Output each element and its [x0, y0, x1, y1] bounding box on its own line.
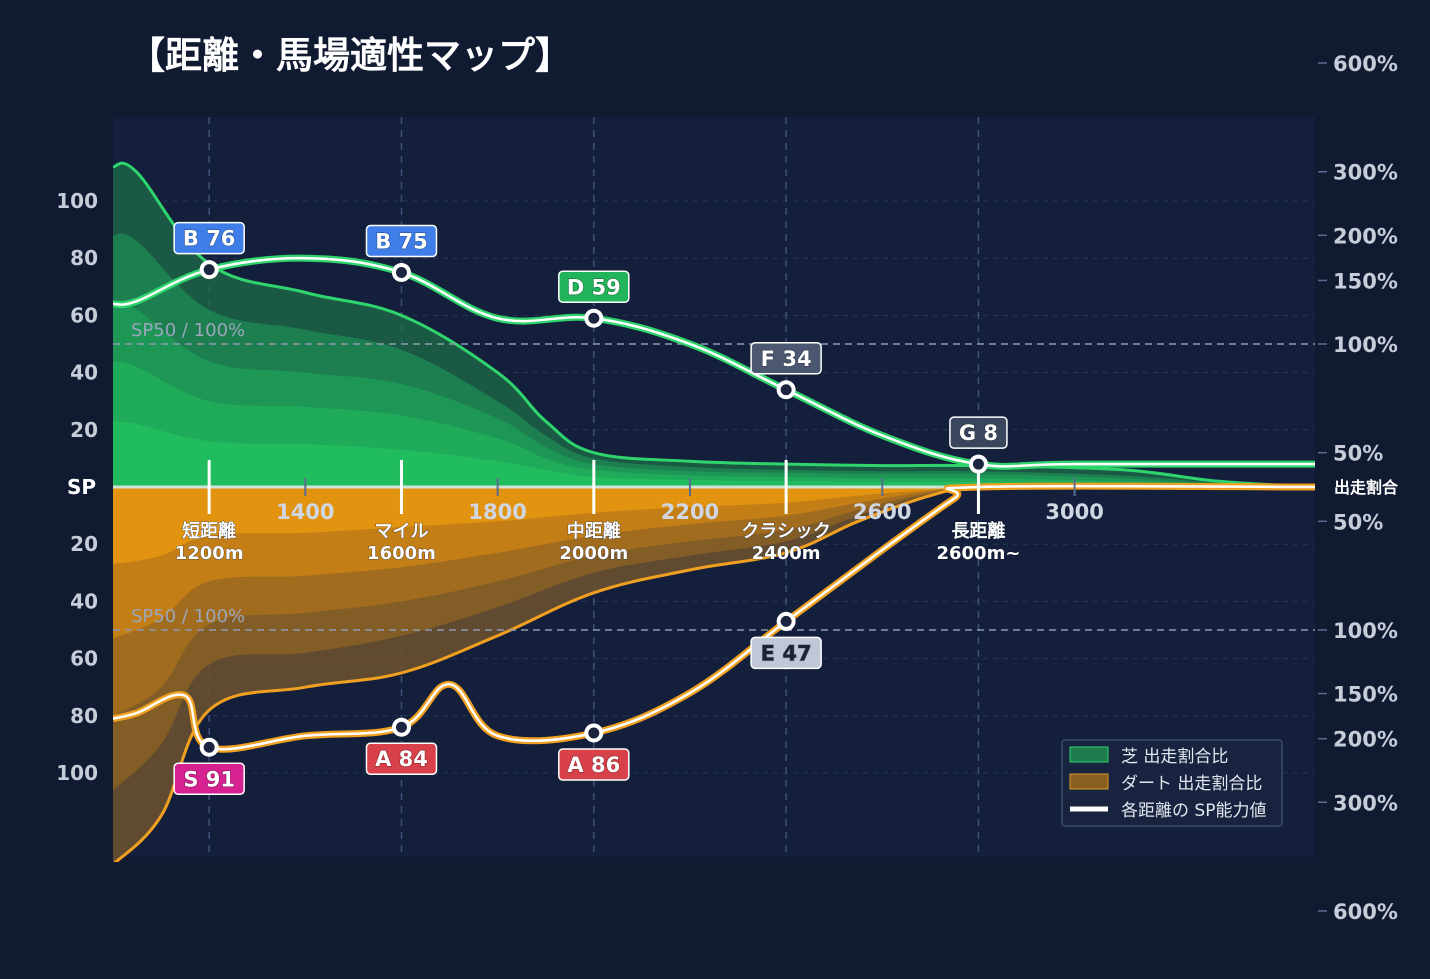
y-right-label: 300%: [1333, 161, 1398, 185]
sp-marker: [585, 724, 603, 742]
sp-marker: [777, 381, 795, 399]
category-sublabel: 1600m: [367, 543, 436, 564]
legend-label: 芝 出走割合比: [1121, 747, 1228, 767]
legend-label: 各距離の SP能力値: [1121, 801, 1266, 821]
reference-label: SP50 / 100%: [131, 606, 245, 627]
y-left-label: 40: [70, 361, 98, 385]
sp-marker: [585, 309, 603, 327]
grade-badge: [173, 762, 245, 796]
grade-badge-label: A 84: [375, 747, 428, 771]
y-right-label: 100%: [1333, 333, 1398, 357]
y-right-label: 150%: [1333, 269, 1398, 293]
y-right-center-label: 出走割合: [1334, 478, 1399, 497]
x-tick-label: 2200: [661, 500, 719, 524]
sp-marker: [392, 718, 410, 736]
y-right-label: 50%: [1333, 510, 1383, 534]
grade-badge-label: E 47: [761, 641, 812, 665]
category-sublabel: 2400m: [752, 543, 821, 564]
grade-badge-label: D 59: [567, 275, 621, 299]
y-left-center-label: SP: [67, 475, 96, 499]
grade-badge-label: B 75: [375, 230, 428, 254]
y-left-label: 100: [56, 189, 98, 213]
x-tick-label: 2600: [853, 500, 911, 524]
reference-label: SP50 / 100%: [131, 320, 245, 341]
grade-badge: [750, 342, 822, 375]
sp-marker: [777, 612, 795, 630]
grade-badge-label: B 76: [183, 227, 236, 251]
legend-swatch: [1069, 773, 1109, 790]
grade-badge: [558, 748, 630, 781]
y-left-label: 60: [70, 303, 98, 327]
category-label: 長距離: [951, 520, 1005, 542]
grade-badge: [558, 270, 630, 304]
legend-label: ダート 出走割合比: [1121, 774, 1262, 794]
y-left-label: 80: [70, 704, 98, 728]
grade-badge: [365, 742, 438, 775]
x-tick-label: 1400: [276, 500, 334, 524]
y-right-label: 300%: [1333, 791, 1398, 815]
y-left-label: 20: [70, 532, 98, 556]
x-tick-label: 1800: [468, 500, 526, 524]
grade-badge-label: S 91: [183, 767, 235, 791]
category-label: 中距離: [567, 520, 621, 542]
grade-badge: [173, 221, 245, 255]
y-left-label: 20: [70, 418, 98, 442]
category-label: 短距離: [182, 520, 236, 542]
chart-title: 【距離・馬場適性マップ】: [128, 34, 572, 77]
sp-marker: [969, 455, 987, 473]
y-right-label: 50%: [1333, 442, 1383, 466]
dirt-area-layer: [113, 486, 1315, 565]
plot-layer: SP50 / 100% SP50 / 100% 1400 1800 2200 2600 30…: [113, 117, 1315, 862]
legend-box: [1061, 739, 1283, 827]
grade-badge-label: A 86: [567, 753, 620, 777]
category-label: クラシック: [741, 521, 831, 542]
y-right-label: 100%: [1333, 619, 1398, 643]
category-sublabel: 1200m: [175, 543, 244, 564]
sp-marker: [392, 264, 410, 281]
category-sublabel: 2000m: [559, 543, 628, 564]
y-right-label: 150%: [1333, 683, 1398, 707]
grade-badge: [365, 224, 438, 258]
y-right-label: 600%: [1333, 52, 1398, 76]
turf-area-edge: [113, 161, 1315, 489]
y-right-label: 200%: [1333, 728, 1398, 752]
grade-badge: [949, 416, 1008, 449]
grade-badge-label: F 34: [761, 347, 812, 371]
y-right-label: 200%: [1333, 224, 1398, 248]
x-tick-label: 3000: [1045, 500, 1103, 524]
y-right-label: 600%: [1333, 900, 1398, 924]
y-left-label: 80: [70, 246, 98, 270]
turf-sp-line: [113, 256, 1315, 468]
category-sublabel: 2600m~: [936, 543, 1020, 564]
sp-marker: [200, 261, 218, 279]
grade-badge: [750, 636, 822, 670]
grade-badge-label: G 8: [959, 421, 998, 445]
y-left-label: 100: [56, 761, 98, 785]
legend-swatch: [1069, 746, 1109, 763]
category-label: マイル: [374, 521, 428, 542]
sp-marker: [200, 738, 218, 756]
turf-area-layer: [113, 421, 1315, 487]
y-left-label: 60: [70, 647, 98, 671]
y-left-label: 40: [70, 589, 98, 613]
